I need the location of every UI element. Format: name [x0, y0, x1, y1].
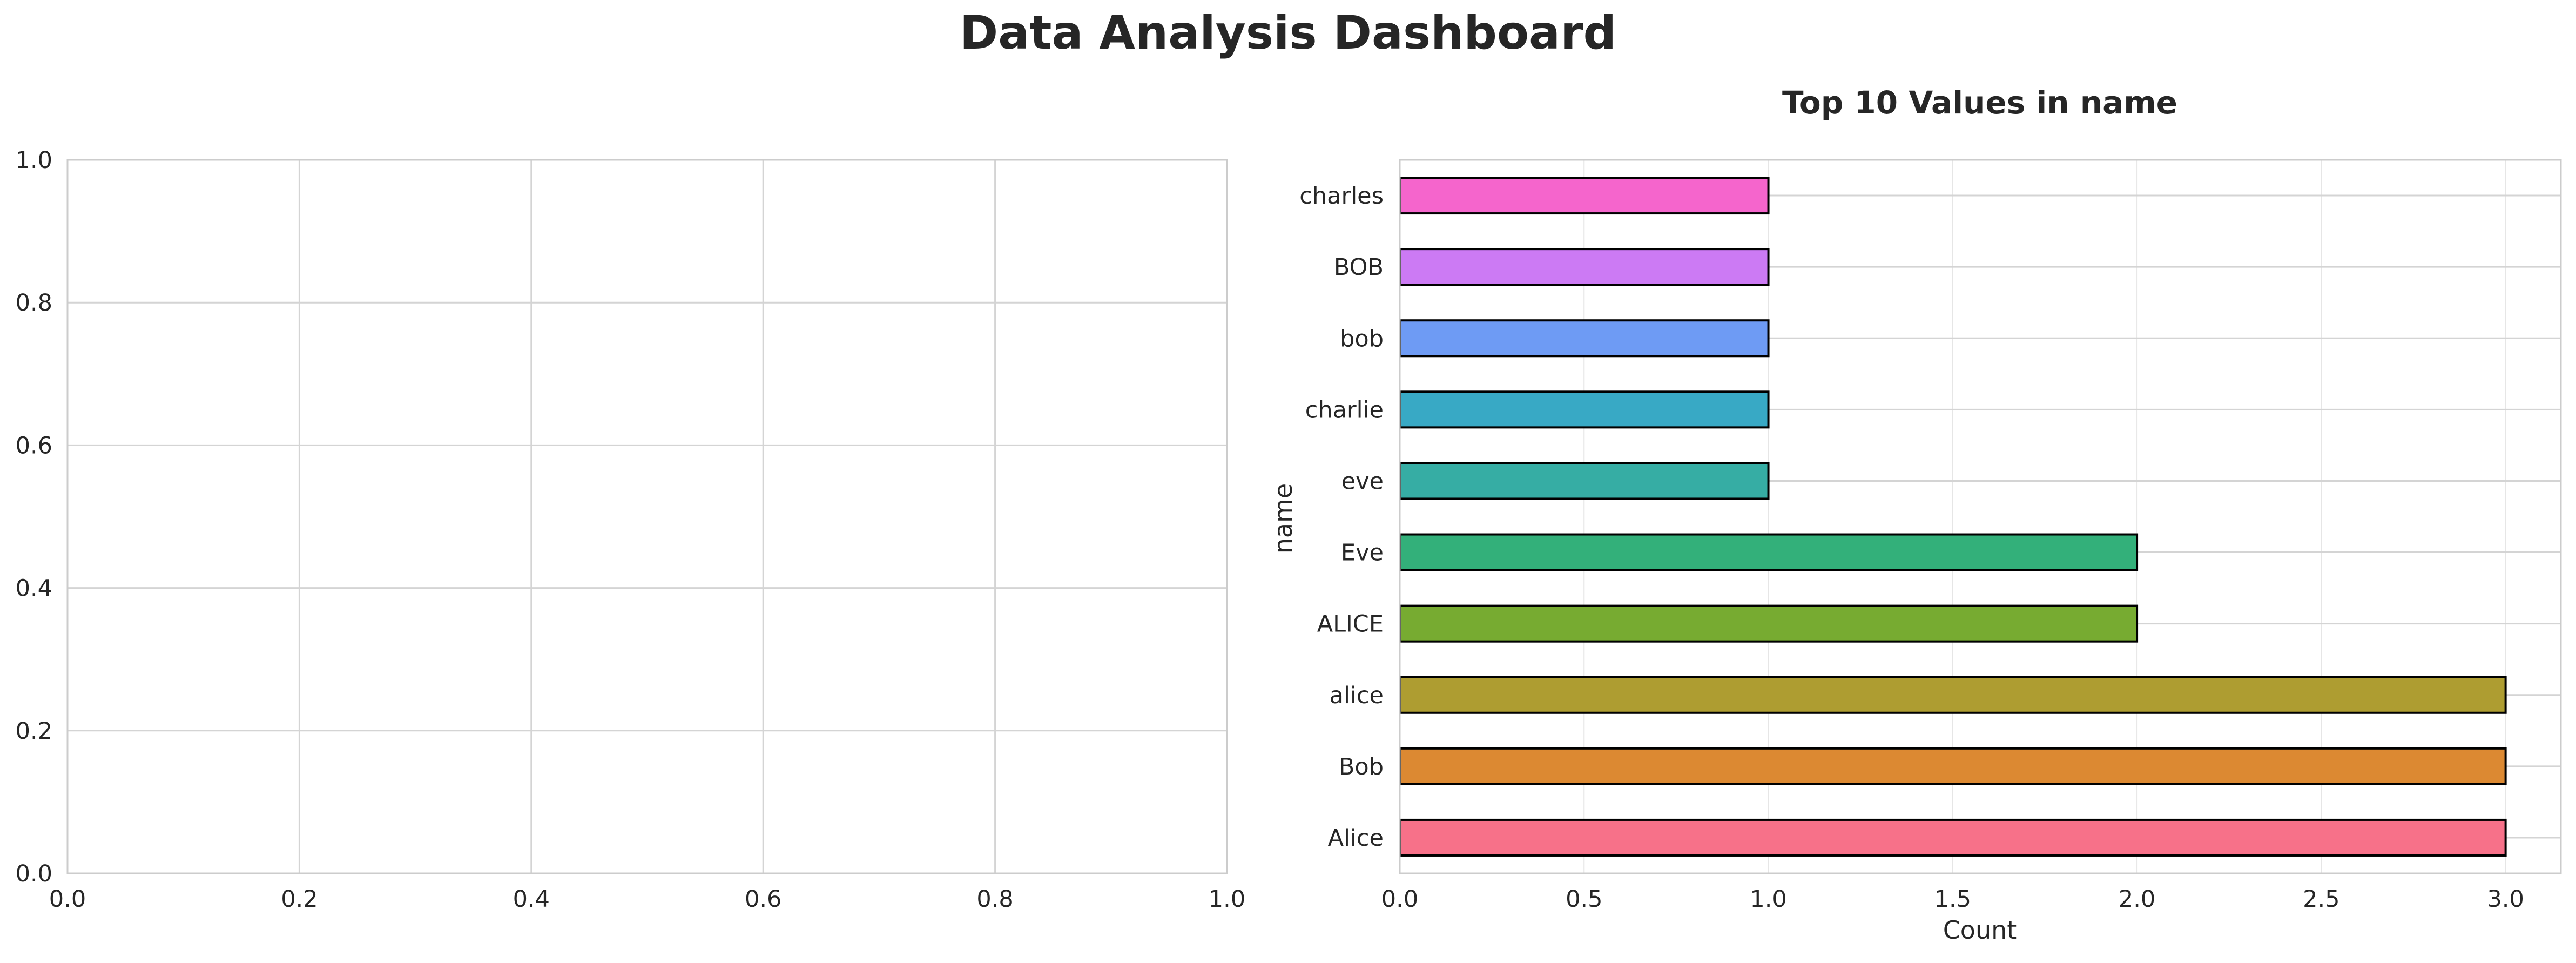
left-x-tick-label: 0.2 [281, 886, 318, 913]
left-axes-frame [66, 159, 1228, 874]
left-y-tick-label: 0.6 [16, 432, 52, 459]
left-y-tick-label: 0.4 [16, 575, 52, 602]
x-axis-label: Count [1943, 915, 2017, 945]
right-x-tick-label: 2.0 [2119, 886, 2155, 913]
category-label: alice [1330, 682, 1384, 709]
bar-Bob [1399, 747, 2507, 785]
category-label: eve [1341, 468, 1384, 495]
left-x-tick-label: 0.6 [745, 886, 781, 913]
left-x-tick-label: 0.0 [49, 886, 86, 913]
y-axis-label: name [1269, 483, 1298, 554]
bar-alice [1399, 676, 2507, 714]
category-label: Eve [1341, 540, 1384, 567]
right-axes-frame [1399, 159, 2562, 874]
left-y-tick-label: 0.2 [16, 718, 52, 745]
left-y-tick-label: 1.0 [16, 147, 52, 174]
bar-bob [1399, 319, 1770, 358]
left-x-tick-label: 0.4 [513, 886, 550, 913]
category-label: ALICE [1317, 611, 1384, 638]
right-x-tick-label: 2.5 [2303, 886, 2339, 913]
bar-BOB [1399, 248, 1770, 286]
left-y-tick-label: 0.8 [16, 289, 52, 316]
bar-eve [1399, 462, 1770, 500]
right-x-tick-label: 0.5 [1566, 886, 1602, 913]
bar-Alice [1399, 818, 2507, 857]
bar-charlie [1399, 390, 1770, 429]
category-label: BOB [1334, 254, 1384, 281]
category-label: bob [1340, 325, 1384, 352]
right-bar-axes: Top 10 Values in name Count name 0.0 0.5 1… [1269, 84, 2562, 945]
category-label: Alice [1328, 825, 1384, 852]
category-label: charles [1299, 183, 1384, 210]
category-label: charlie [1305, 396, 1384, 423]
right-x-tick-label: 0.0 [1381, 886, 1418, 913]
left-empty-axes: 0.0 0.2 0.4 0.6 0.8 1.0 0.0 0.2 0.4 0.6 0.8 1.0 [16, 147, 1246, 913]
left-x-tick-label: 1.0 [1209, 886, 1245, 913]
right-x-tick-label: 1.0 [1750, 886, 1786, 913]
chart-title: Top 10 Values in name [1782, 84, 2177, 121]
left-y-tick-label: 0.0 [16, 860, 52, 887]
bar-charles [1399, 177, 1770, 215]
bar-Eve [1399, 533, 2139, 571]
bar-ALICE [1399, 604, 2139, 643]
category-label: Bob [1339, 753, 1384, 780]
right-x-tick-label: 1.5 [1934, 886, 1971, 913]
right-x-tick-label: 3.0 [2487, 886, 2524, 913]
dashboard-title: Data Analysis Dashboard [960, 6, 1616, 60]
left-x-tick-label: 0.8 [976, 886, 1013, 913]
